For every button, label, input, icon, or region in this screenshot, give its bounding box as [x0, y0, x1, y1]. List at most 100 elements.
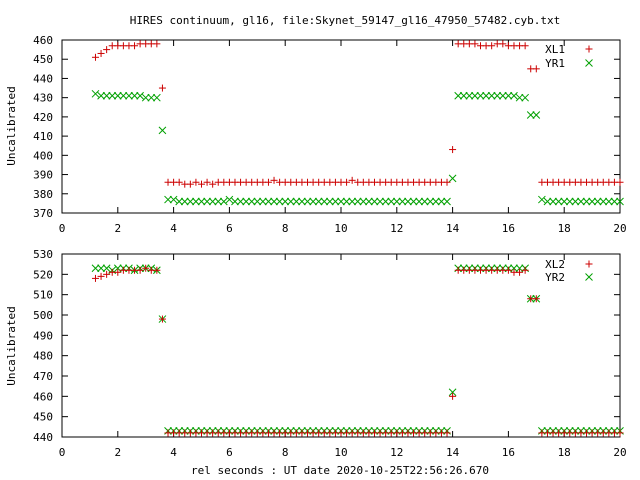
- point-yr1: [571, 197, 580, 206]
- point-yr1: [353, 197, 362, 206]
- point-yr1: [582, 197, 591, 206]
- y-tick-label: 440: [33, 72, 53, 85]
- point-yr1: [164, 195, 172, 204]
- x-tick-label: 4: [170, 222, 177, 235]
- point-yr1: [125, 91, 133, 100]
- point-yr2: [448, 388, 457, 397]
- point-yr1: [459, 91, 468, 100]
- legend-marker-yr2: [585, 273, 593, 281]
- point-yr1: [365, 197, 373, 206]
- point-yr1: [225, 195, 234, 204]
- point-xl1: [348, 176, 356, 184]
- point-yr1: [314, 197, 323, 206]
- point-yr1: [219, 197, 228, 206]
- top-panel: 370 380 390 400 410 420 430 440 450 460 0 2 4 6 8 10 12…: [5, 34, 627, 235]
- legend-marker-xl2: [585, 260, 593, 268]
- point-yr1: [136, 91, 144, 100]
- x-axis-label: rel seconds : UT date 2020-10-25T22:56:2…: [191, 464, 489, 477]
- point-yr1: [320, 197, 329, 206]
- point-xl1: [192, 178, 200, 186]
- point-yr1: [130, 91, 139, 100]
- point-xl1: [209, 180, 217, 188]
- point-xl2: [153, 266, 161, 274]
- x-tick-label: 14: [446, 446, 460, 459]
- point-xl2: [114, 268, 122, 276]
- point-yr1: [443, 197, 451, 206]
- point-yr1: [169, 195, 178, 204]
- y-tick-label: 500: [33, 309, 53, 322]
- point-yr1: [510, 91, 518, 100]
- point-xl1: [264, 178, 272, 186]
- y-tick-label: 510: [33, 289, 53, 302]
- point-xl2: [136, 266, 144, 274]
- point-xl1: [616, 178, 624, 186]
- point-yr1: [153, 93, 161, 102]
- point-yr1: [192, 197, 200, 206]
- y-tick-label: 470: [33, 370, 53, 383]
- point-yr1: [203, 197, 211, 206]
- top-y-axis-label: Uncalibrated: [5, 86, 18, 165]
- point-yr1: [454, 91, 463, 100]
- point-yr1: [554, 197, 563, 206]
- bottom-series-marks: [91, 264, 624, 437]
- point-yr1: [119, 91, 128, 100]
- x-tick-label: 12: [390, 222, 403, 235]
- bottom-legend: XL2 YR2: [545, 258, 593, 284]
- point-yr1: [381, 197, 390, 206]
- point-yr1: [214, 197, 223, 206]
- bottom-x-tick-labels: 0 2 4 6 8 10 12 14 16 18 20: [59, 446, 627, 459]
- bottom-panel: 440 450 460 470 480 490 500 510 520 530 0 2 4 6 8 10 12…: [5, 248, 627, 459]
- point-yr1: [610, 197, 619, 206]
- point-yr1: [432, 197, 440, 206]
- point-yr1: [231, 197, 239, 206]
- point-yr1: [359, 197, 368, 206]
- point-yr1: [504, 91, 513, 100]
- point-yr1: [91, 89, 100, 98]
- point-yr1: [298, 197, 306, 206]
- point-yr1: [409, 197, 418, 206]
- x-tick-label: 12: [390, 446, 403, 459]
- point-xl1: [186, 180, 194, 188]
- y-tick-label: 400: [33, 149, 53, 162]
- x-tick-label: 10: [334, 222, 347, 235]
- point-yr1: [342, 197, 351, 206]
- x-tick-label: 16: [502, 446, 515, 459]
- point-xl1: [153, 40, 161, 48]
- top-series-marks: [91, 40, 624, 206]
- point-xl1: [499, 40, 507, 48]
- y-tick-label: 460: [33, 34, 53, 47]
- point-yr1: [97, 91, 105, 100]
- bottom-y-axis-label: Uncalibrated: [5, 306, 18, 385]
- chart-title: HIRES continuum, gl16, file:Skynet_59147…: [130, 14, 560, 27]
- point-xl2: [443, 429, 451, 437]
- point-yr1: [498, 91, 507, 100]
- point-yr1: [259, 197, 267, 206]
- point-xl2: [521, 266, 529, 274]
- point-yr1: [521, 93, 529, 102]
- point-yr1: [577, 197, 585, 206]
- point-xl2: [103, 270, 111, 278]
- x-tick-label: 2: [114, 446, 121, 459]
- point-yr1: [448, 174, 457, 183]
- point-yr1: [538, 195, 546, 204]
- point-xl1: [532, 65, 540, 73]
- x-tick-label: 0: [59, 222, 66, 235]
- bottom-y-tick-labels: 440 450 460 470 480 490 500 510 520 530: [33, 248, 53, 444]
- y-tick-label: 530: [33, 248, 53, 261]
- point-yr1: [370, 197, 379, 206]
- x-tick-label: 2: [114, 222, 121, 235]
- x-tick-label: 20: [613, 222, 626, 235]
- point-yr1: [549, 197, 557, 206]
- point-yr1: [616, 197, 624, 206]
- point-xl2: [516, 268, 524, 276]
- point-yr1: [526, 111, 535, 119]
- point-xl1: [270, 176, 278, 184]
- point-yr1: [482, 91, 490, 100]
- point-yr1: [404, 197, 412, 206]
- x-tick-label: 8: [282, 222, 289, 235]
- point-yr2: [97, 264, 105, 273]
- point-yr1: [264, 197, 273, 206]
- point-yr1: [286, 197, 295, 206]
- point-yr1: [281, 197, 290, 206]
